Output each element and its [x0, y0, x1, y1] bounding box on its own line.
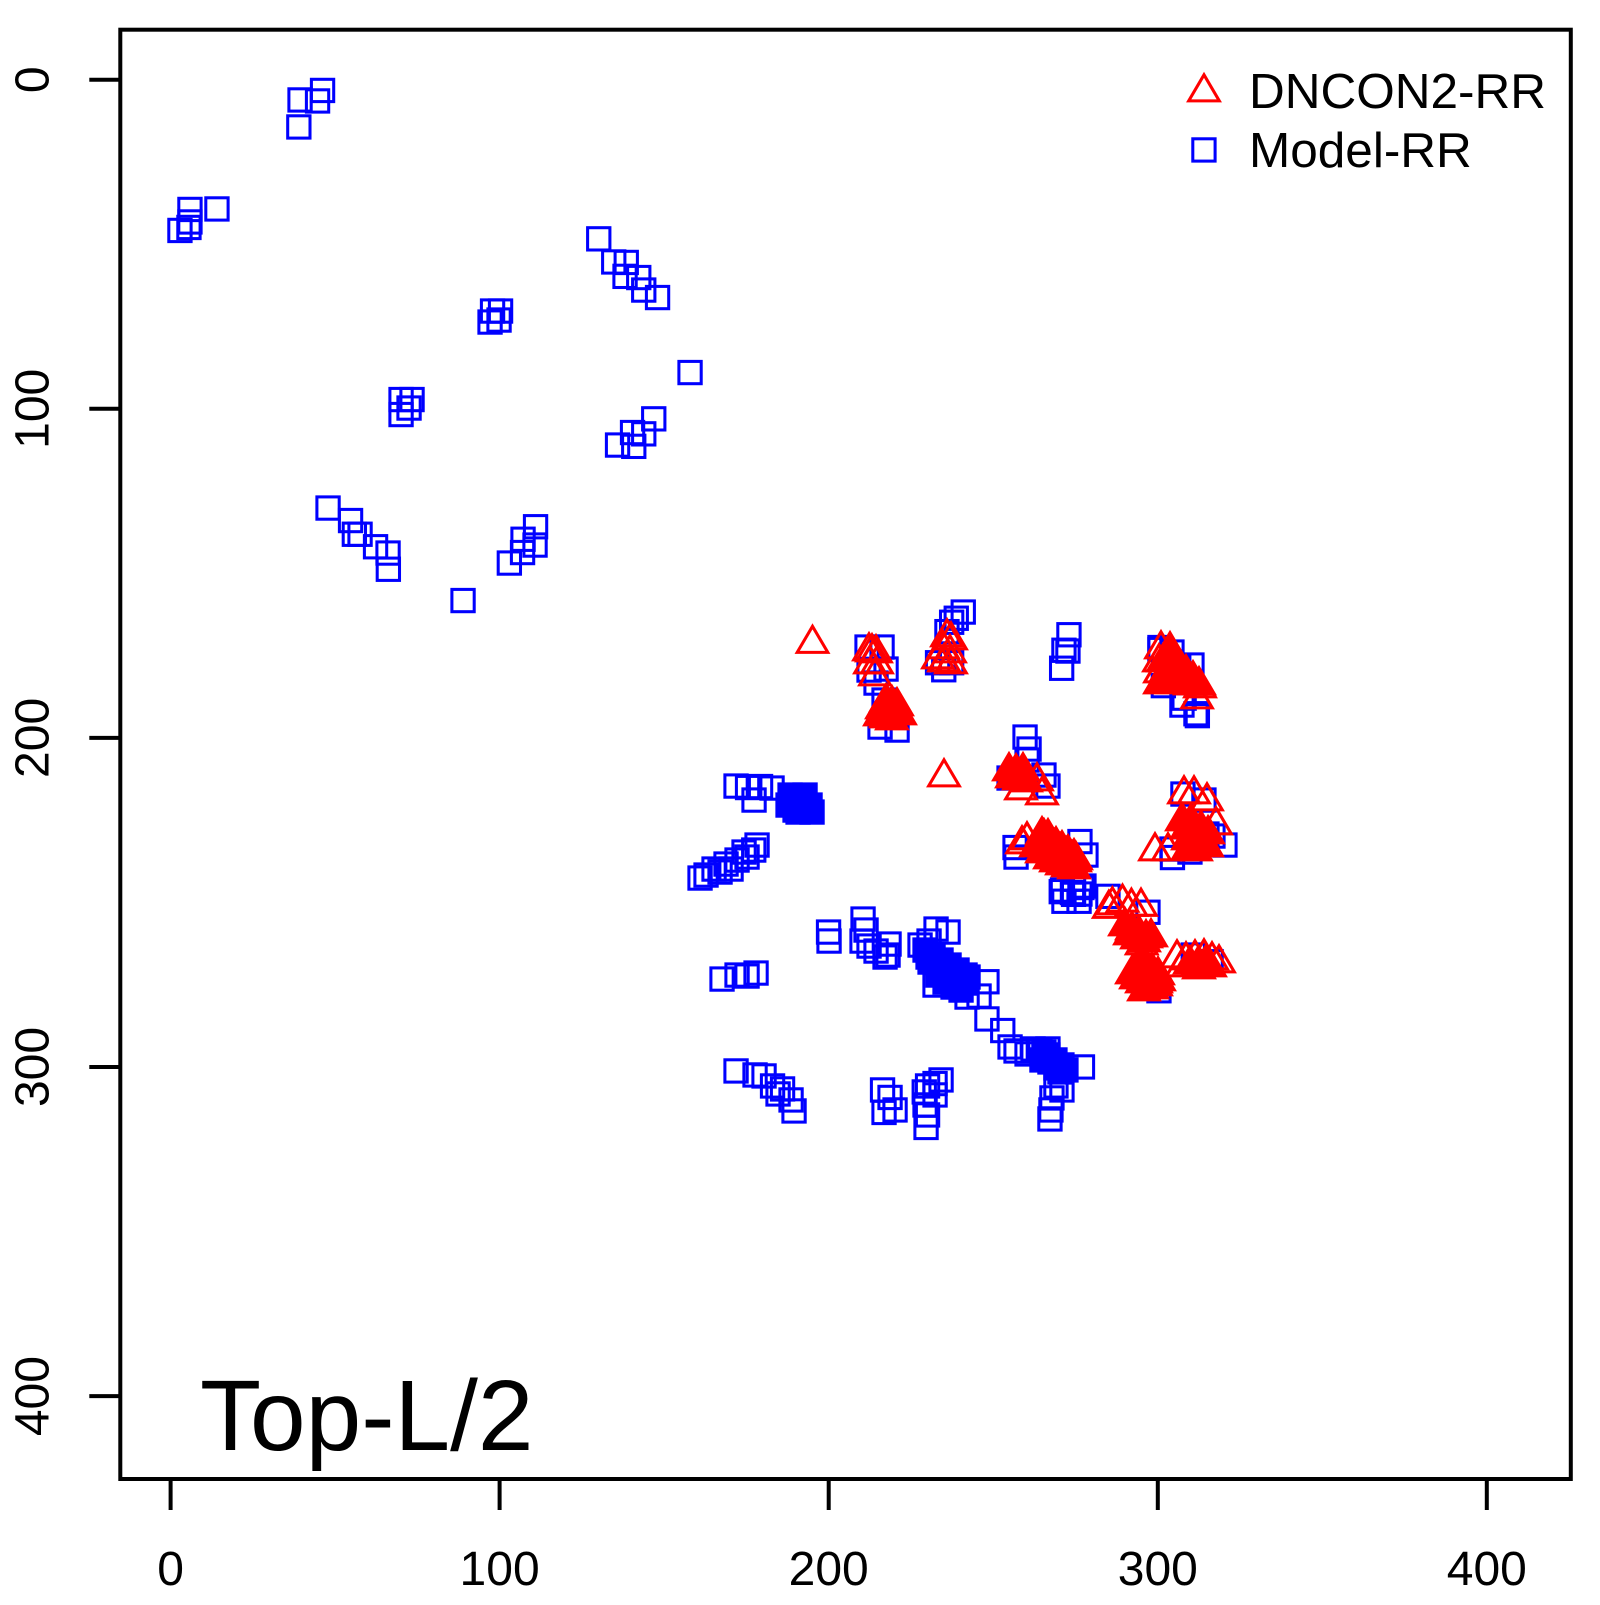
- svg-text:400: 400: [6, 1356, 59, 1436]
- svg-text:0: 0: [6, 66, 59, 93]
- svg-text:300: 300: [6, 1027, 59, 1107]
- svg-text:Model-RR: Model-RR: [1249, 123, 1472, 178]
- svg-text:400: 400: [1447, 1543, 1527, 1596]
- svg-text:100: 100: [460, 1543, 540, 1596]
- svg-text:200: 200: [6, 698, 59, 778]
- svg-text:300: 300: [1118, 1543, 1198, 1596]
- svg-text:Top-L/2: Top-L/2: [200, 1360, 534, 1472]
- svg-text:DNCON2-RR: DNCON2-RR: [1249, 64, 1546, 119]
- svg-text:200: 200: [789, 1543, 869, 1596]
- svg-text:100: 100: [6, 369, 59, 449]
- svg-text:0: 0: [157, 1543, 184, 1596]
